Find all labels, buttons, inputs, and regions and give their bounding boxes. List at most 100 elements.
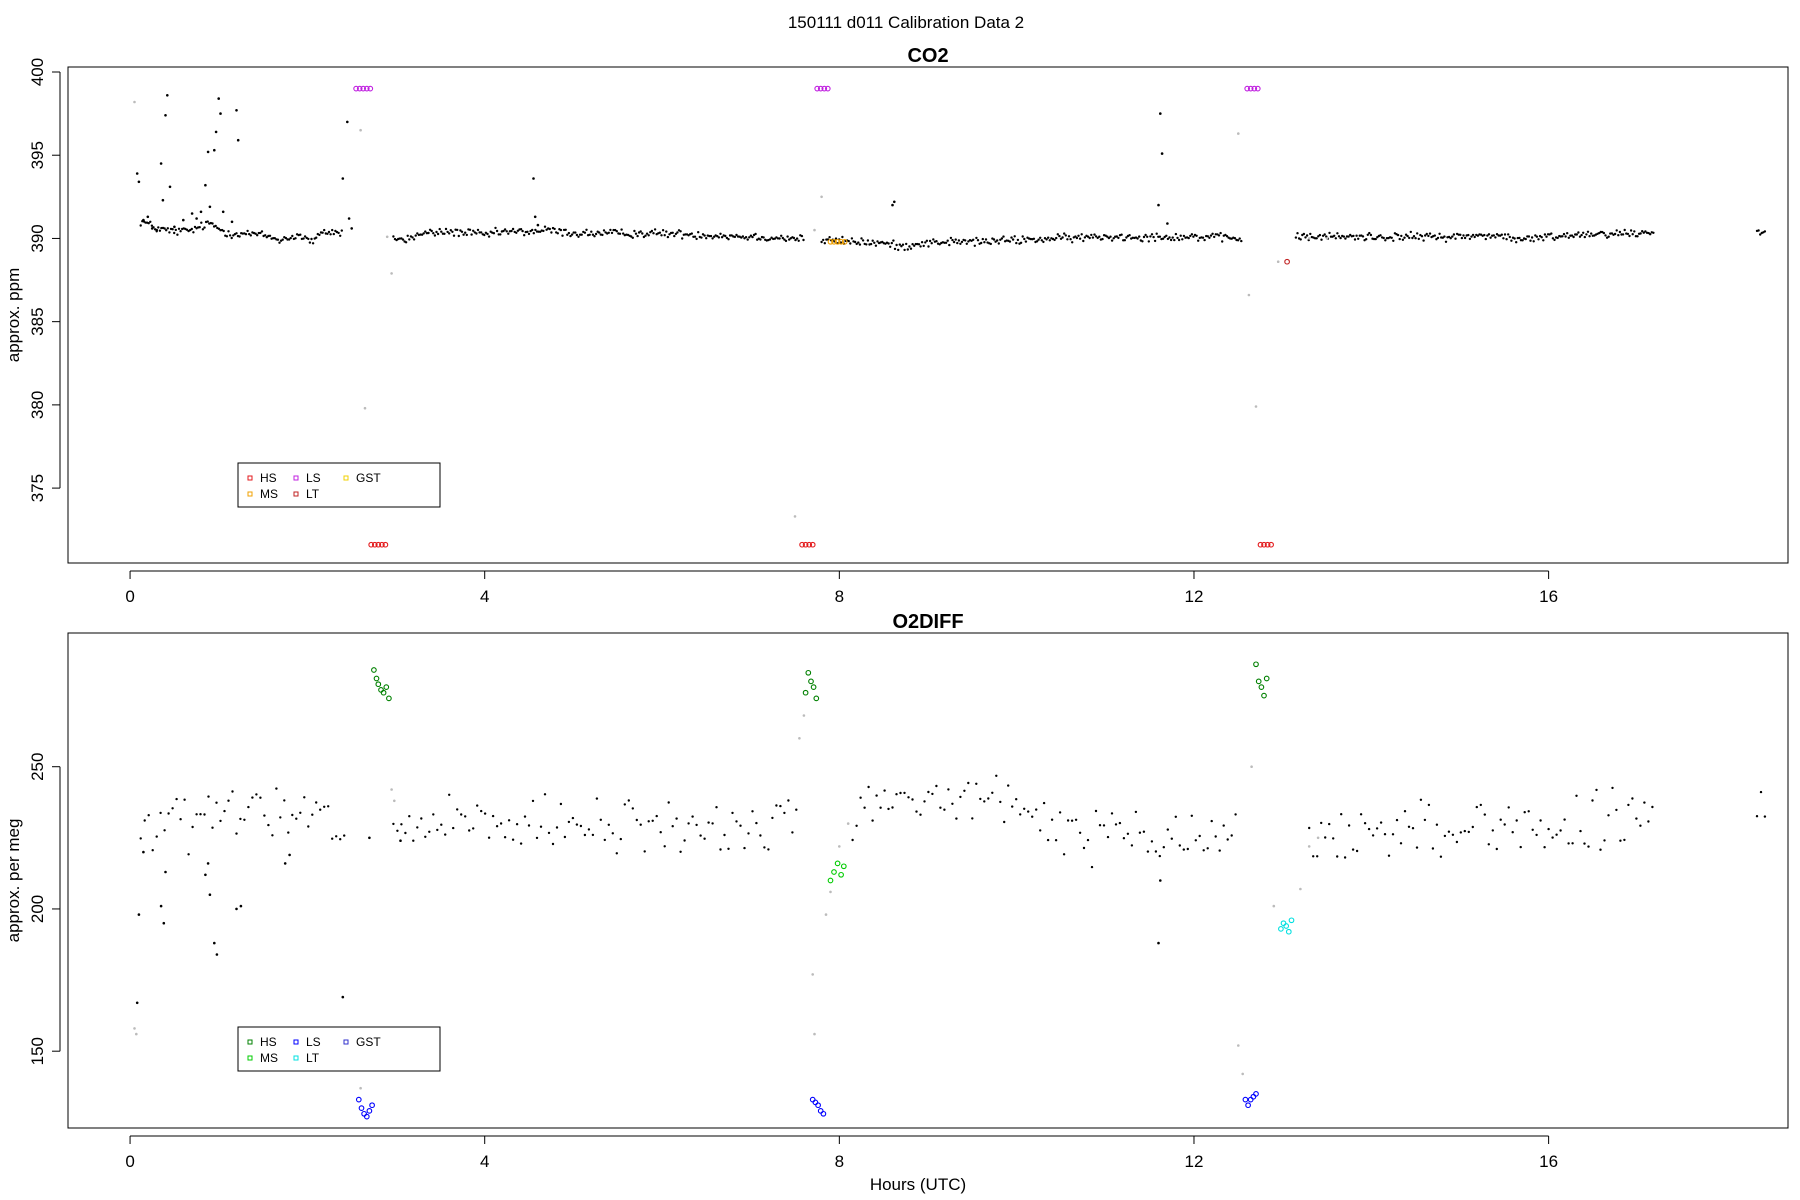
outlier-point xyxy=(219,112,222,115)
sample-point xyxy=(199,813,202,816)
sample-point xyxy=(1128,234,1131,237)
sample-point xyxy=(1187,236,1190,240)
sample-point xyxy=(468,829,471,832)
sample-point xyxy=(957,239,961,242)
sample-point xyxy=(459,229,462,232)
sample-point xyxy=(1755,815,1759,818)
outlier-point xyxy=(213,941,216,945)
hs-point xyxy=(809,541,816,548)
sample-point xyxy=(703,837,706,840)
sample-point xyxy=(895,243,898,247)
sample-point xyxy=(510,229,513,233)
legend-marker-lt xyxy=(293,491,299,497)
sample-point xyxy=(408,815,411,818)
sample-point xyxy=(173,231,176,235)
sample-point xyxy=(1591,799,1594,802)
sample-point xyxy=(1363,822,1367,825)
sample-point xyxy=(1152,235,1155,239)
sample-point xyxy=(660,234,663,237)
sample-point xyxy=(874,244,878,247)
sample-point xyxy=(1000,237,1004,240)
sample-point xyxy=(1455,840,1459,844)
sample-point xyxy=(658,231,662,234)
sample-point xyxy=(339,838,342,841)
ls-point xyxy=(363,85,370,92)
sample-point xyxy=(139,837,142,840)
sample-point xyxy=(191,825,194,829)
sample-point xyxy=(1077,234,1080,237)
sample-point xyxy=(526,230,529,233)
sample-point xyxy=(523,815,527,818)
sample-point xyxy=(1055,236,1058,240)
sample-point xyxy=(1027,810,1030,813)
sample-point xyxy=(464,815,467,818)
sample-point xyxy=(724,234,727,238)
sample-point xyxy=(668,233,671,236)
sample-point xyxy=(438,227,441,231)
sample-point xyxy=(719,848,722,851)
outlier-point xyxy=(288,853,291,857)
sample-point xyxy=(555,826,559,829)
sample-point xyxy=(1230,834,1233,837)
sample-point xyxy=(1150,840,1154,843)
sample-point xyxy=(893,247,897,251)
sample-point xyxy=(913,244,916,247)
sample-point xyxy=(987,797,990,800)
sample-point xyxy=(294,237,297,240)
sample-point xyxy=(887,242,890,245)
sample-point xyxy=(1595,788,1598,792)
legend-label-ms: MS xyxy=(260,487,278,501)
y-tick-label: 380 xyxy=(28,391,47,419)
ls-point xyxy=(1242,1096,1249,1103)
sample-point xyxy=(412,839,415,842)
sample-point xyxy=(217,227,221,230)
lt-point xyxy=(1283,923,1290,929)
sample-point xyxy=(1203,238,1206,242)
sample-point xyxy=(847,239,850,243)
sample-point xyxy=(435,230,438,234)
sample-point xyxy=(470,233,473,236)
outlier-point xyxy=(208,893,212,896)
sample-point xyxy=(1082,846,1086,850)
sample-point xyxy=(149,220,152,223)
sample-point xyxy=(1123,239,1127,242)
sample-point xyxy=(1141,240,1144,243)
sample-point xyxy=(486,232,489,236)
hs-point xyxy=(1261,692,1267,699)
hs-point xyxy=(371,541,378,548)
sample-point xyxy=(992,238,996,241)
sample-point xyxy=(468,228,472,231)
sample-point xyxy=(647,820,650,823)
sample-point xyxy=(1032,237,1036,240)
sample-point xyxy=(1382,236,1385,240)
sample-point xyxy=(1590,232,1593,235)
sample-point xyxy=(709,234,713,238)
sample-point xyxy=(452,826,455,830)
sample-point xyxy=(1075,236,1079,240)
sample-point xyxy=(783,811,786,815)
outlier-point xyxy=(1254,405,1258,408)
ls-point xyxy=(824,85,831,92)
sample-point xyxy=(1069,238,1072,241)
sample-point xyxy=(329,233,332,236)
sample-point xyxy=(911,798,914,801)
sample-point xyxy=(483,812,487,815)
sample-point xyxy=(1452,233,1456,236)
sample-point xyxy=(1537,238,1540,241)
sample-point xyxy=(1149,235,1152,238)
sample-point xyxy=(585,228,588,231)
sample-point xyxy=(248,232,251,236)
sample-point xyxy=(299,233,302,236)
sample-point xyxy=(1066,238,1069,241)
sample-point xyxy=(1468,237,1472,241)
ls-point xyxy=(1247,85,1254,92)
sample-point xyxy=(1039,829,1042,832)
sample-point xyxy=(206,220,209,223)
sample-point xyxy=(673,234,676,238)
sample-point xyxy=(762,236,765,239)
sample-point xyxy=(507,232,510,235)
sample-point xyxy=(159,811,162,815)
sample-point xyxy=(1398,237,1401,241)
sample-point xyxy=(1064,234,1068,237)
legend-label-hs: HS xyxy=(260,1035,277,1049)
